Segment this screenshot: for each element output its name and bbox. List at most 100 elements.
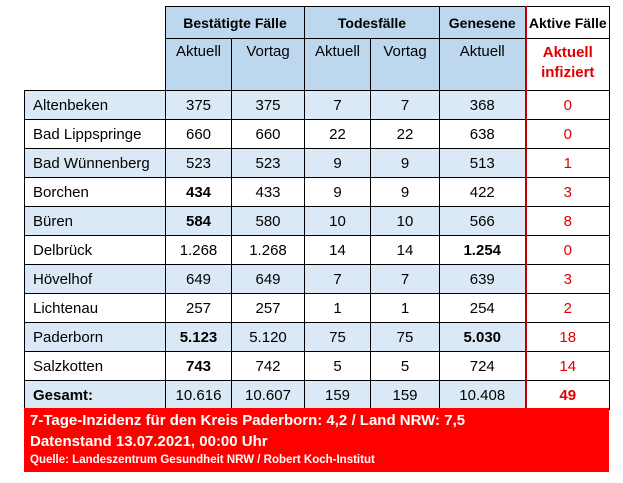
table-row: Lichtenau 257 257 1 1 254 2 bbox=[24, 293, 610, 323]
cell-deaths-previous: 7 bbox=[370, 264, 440, 294]
cell-confirmed-previous: 257 bbox=[231, 293, 305, 323]
cell-recovered-current: 513 bbox=[439, 148, 527, 178]
cell-deaths-current: 9 bbox=[304, 148, 371, 178]
cell-confirmed-previous: 10.607 bbox=[231, 380, 305, 410]
cell-active-infected: 0 bbox=[525, 119, 610, 149]
cell-active-infected: 0 bbox=[525, 90, 610, 120]
cell-deaths-current: 75 bbox=[304, 322, 371, 352]
cell-confirmed-current: 649 bbox=[165, 264, 232, 294]
cell-recovered-current: 368 bbox=[439, 90, 527, 120]
cell-deaths-previous: 9 bbox=[370, 177, 440, 207]
cell-confirmed-previous: 660 bbox=[231, 119, 305, 149]
cell-deaths-previous: 5 bbox=[370, 351, 440, 381]
cell-deaths-previous: 22 bbox=[370, 119, 440, 149]
corner-blank-2 bbox=[24, 38, 166, 91]
cell-deaths-current: 1 bbox=[304, 293, 371, 323]
corona-statistics-table: Bestätigte Fälle Todesfälle Genesene Akt… bbox=[24, 6, 610, 410]
cell-active-infected: 3 bbox=[525, 264, 610, 294]
table-row: Salzkotten 743 742 5 5 724 14 bbox=[24, 351, 610, 381]
table-row: Bad Wünnenberg 523 523 9 9 513 1 bbox=[24, 148, 610, 178]
row-municipality-name: Lichtenau bbox=[24, 293, 166, 323]
row-municipality-name: Bad Lippspringe bbox=[24, 119, 166, 149]
cell-confirmed-previous: 375 bbox=[231, 90, 305, 120]
cell-confirmed-previous: 580 bbox=[231, 206, 305, 236]
cell-recovered-current: 639 bbox=[439, 264, 527, 294]
cell-confirmed-current: 5.123 bbox=[165, 322, 232, 352]
cell-deaths-current: 159 bbox=[304, 380, 371, 410]
cell-active-infected: 14 bbox=[525, 351, 610, 381]
incidence-text: 7-Tage-Inzidenz für den Kreis Paderborn:… bbox=[30, 412, 466, 429]
cell-recovered-current: 1.254 bbox=[439, 235, 527, 265]
row-municipality-name: Paderborn bbox=[24, 322, 166, 352]
row-municipality-name: Altenbeken bbox=[24, 90, 166, 120]
table-row: Bad Lippspringe 660 660 22 22 638 0 bbox=[24, 119, 610, 149]
cell-deaths-previous: 159 bbox=[370, 380, 440, 410]
cell-deaths-current: 22 bbox=[304, 119, 371, 149]
cell-active-infected: 8 bbox=[525, 206, 610, 236]
header-deaths: Todesfälle bbox=[304, 6, 440, 39]
row-municipality-name: Bad Wünnenberg bbox=[24, 148, 166, 178]
row-municipality-name: Gesamt: bbox=[24, 380, 166, 410]
subheader-active-infected: Aktuell infiziert bbox=[525, 38, 610, 91]
cell-confirmed-current: 660 bbox=[165, 119, 232, 149]
cell-deaths-current: 7 bbox=[304, 264, 371, 294]
cell-confirmed-previous: 649 bbox=[231, 264, 305, 294]
cell-recovered-current: 5.030 bbox=[439, 322, 527, 352]
table-row: Hövelhof 649 649 7 7 639 3 bbox=[24, 264, 610, 294]
info-footer: 7-Tage-Inzidenz für den Kreis Paderborn:… bbox=[24, 408, 609, 472]
cell-recovered-current: 10.408 bbox=[439, 380, 527, 410]
cell-confirmed-current: 10.616 bbox=[165, 380, 232, 410]
row-municipality-name: Delbrück bbox=[24, 235, 166, 265]
cell-active-infected: 2 bbox=[525, 293, 610, 323]
cell-confirmed-current: 434 bbox=[165, 177, 232, 207]
cell-deaths-previous: 1 bbox=[370, 293, 440, 323]
subheader-recovered-current: Aktuell bbox=[439, 38, 527, 91]
cell-deaths-previous: 10 bbox=[370, 206, 440, 236]
row-municipality-name: Büren bbox=[24, 206, 166, 236]
cell-confirmed-current: 375 bbox=[165, 90, 232, 120]
corner-blank bbox=[24, 6, 166, 39]
cell-deaths-current: 10 bbox=[304, 206, 371, 236]
cell-deaths-current: 5 bbox=[304, 351, 371, 381]
cell-deaths-previous: 9 bbox=[370, 148, 440, 178]
cell-deaths-previous: 75 bbox=[370, 322, 440, 352]
corona-table-container: Bestätigte Fälle Todesfälle Genesene Akt… bbox=[24, 6, 610, 410]
row-municipality-name: Hövelhof bbox=[24, 264, 166, 294]
cell-confirmed-current: 584 bbox=[165, 206, 232, 236]
header-confirmed-cases: Bestätigte Fälle bbox=[165, 6, 305, 39]
cell-recovered-current: 724 bbox=[439, 351, 527, 381]
cell-active-infected: 0 bbox=[525, 235, 610, 265]
cell-recovered-current: 638 bbox=[439, 119, 527, 149]
cell-deaths-current: 7 bbox=[304, 90, 371, 120]
subheader-confirmed-previous: Vortag bbox=[231, 38, 305, 91]
cell-deaths-previous: 14 bbox=[370, 235, 440, 265]
cell-recovered-current: 422 bbox=[439, 177, 527, 207]
cell-active-infected: 1 bbox=[525, 148, 610, 178]
row-municipality-name: Borchen bbox=[24, 177, 166, 207]
cell-deaths-current: 9 bbox=[304, 177, 371, 207]
cell-confirmed-previous: 433 bbox=[231, 177, 305, 207]
source-text: Quelle: Landeszentrum Gesundheit NRW / R… bbox=[30, 454, 375, 466]
cell-active-infected: 3 bbox=[525, 177, 610, 207]
cell-confirmed-previous: 1.268 bbox=[231, 235, 305, 265]
header-active-cases: Aktive Fälle bbox=[525, 6, 610, 39]
subheader-deaths-previous: Vortag bbox=[370, 38, 440, 91]
cell-confirmed-previous: 523 bbox=[231, 148, 305, 178]
cell-confirmed-current: 1.268 bbox=[165, 235, 232, 265]
cell-confirmed-current: 523 bbox=[165, 148, 232, 178]
subheader-deaths-current: Aktuell bbox=[304, 38, 371, 91]
table-row: Delbrück 1.268 1.268 14 14 1.254 0 bbox=[24, 235, 610, 265]
cell-confirmed-current: 257 bbox=[165, 293, 232, 323]
cell-active-infected: 18 bbox=[525, 322, 610, 352]
cell-active-infected: 49 bbox=[525, 380, 610, 410]
cell-recovered-current: 254 bbox=[439, 293, 527, 323]
subheader-confirmed-current: Aktuell bbox=[165, 38, 232, 91]
table-row: Büren 584 580 10 10 566 8 bbox=[24, 206, 610, 236]
row-municipality-name: Salzkotten bbox=[24, 351, 166, 381]
cell-confirmed-previous: 5.120 bbox=[231, 322, 305, 352]
cell-confirmed-previous: 742 bbox=[231, 351, 305, 381]
total-row: Gesamt: 10.616 10.607 159 159 10.408 49 bbox=[24, 380, 610, 410]
cell-deaths-previous: 7 bbox=[370, 90, 440, 120]
table-row: Altenbeken 375 375 7 7 368 0 bbox=[24, 90, 610, 120]
cell-confirmed-current: 743 bbox=[165, 351, 232, 381]
